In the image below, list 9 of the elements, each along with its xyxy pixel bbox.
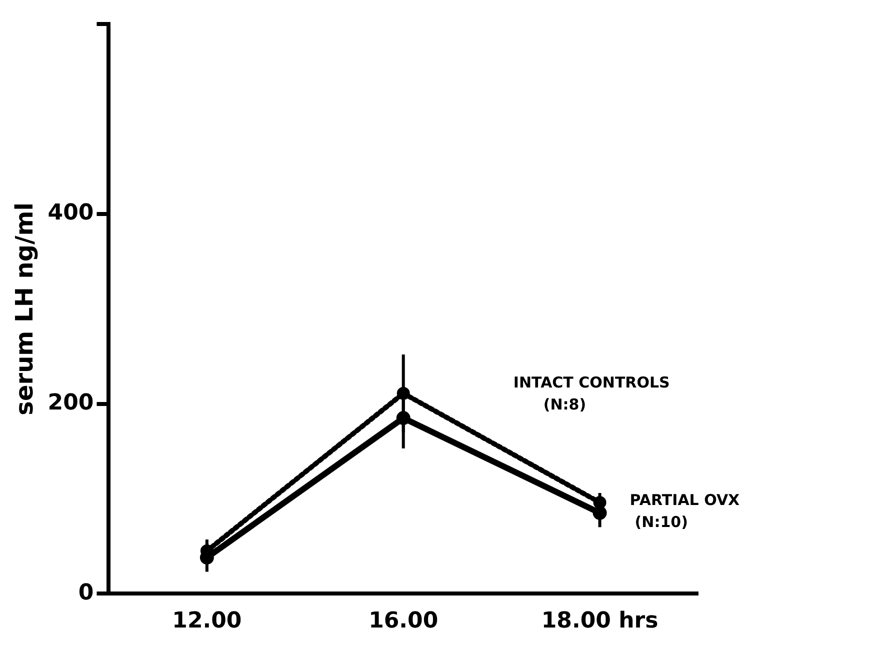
y-tick-label: 200 bbox=[48, 390, 94, 416]
x-tick-label: 16.00 bbox=[368, 608, 438, 634]
x-tick-label: 12.00 bbox=[172, 608, 242, 634]
text: INTACT CONTROLS (N:8) bbox=[513, 373, 670, 414]
x-tick-label: 18.00 hrs bbox=[541, 608, 658, 634]
y-tick-label: 0 bbox=[78, 580, 94, 606]
series-label: PARTIAL OVX (N:10) bbox=[630, 490, 740, 531]
y-axis-title: serum LH ng/ml bbox=[10, 202, 39, 416]
y-tick-label: 400 bbox=[48, 200, 94, 226]
